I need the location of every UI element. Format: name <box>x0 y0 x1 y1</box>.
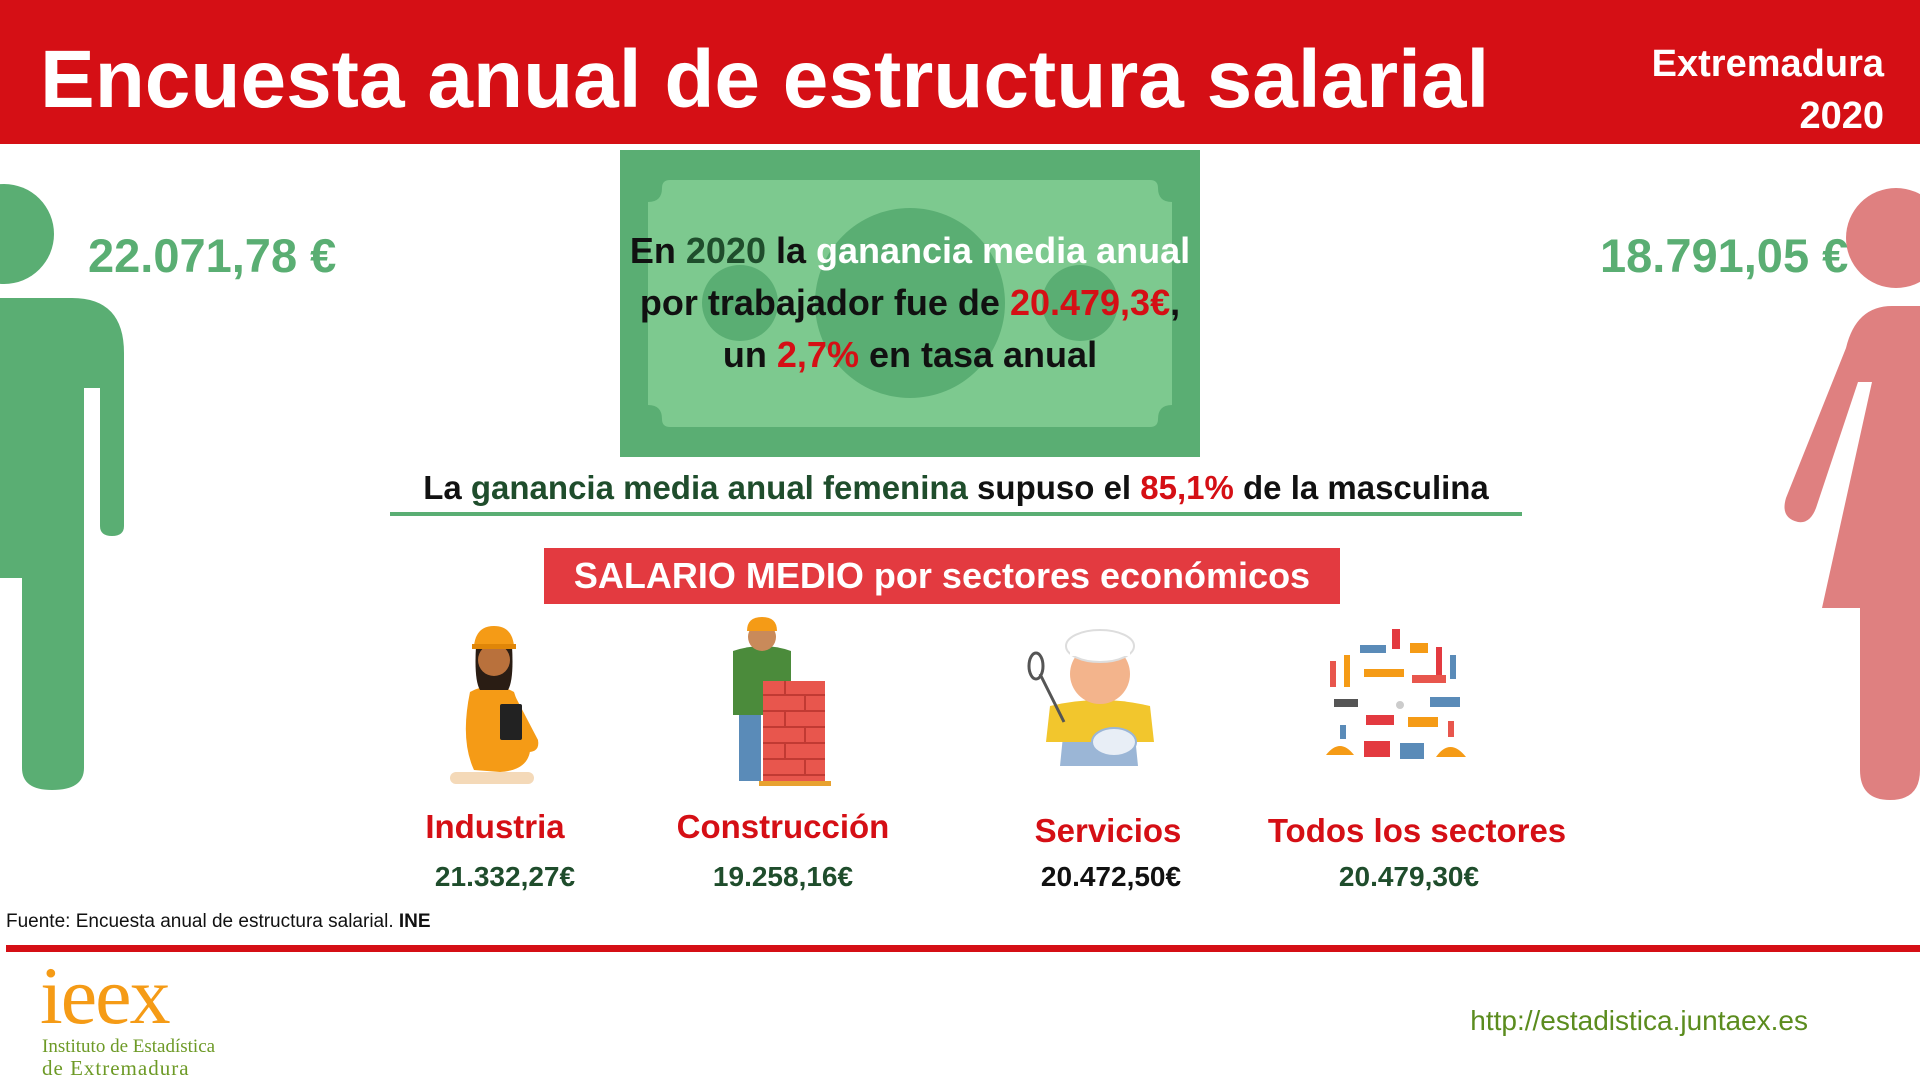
engineer-woman-icon <box>450 626 539 784</box>
chef-icon <box>1027 629 1154 766</box>
website-link[interactable]: http://estadistica.juntaex.es <box>1470 1005 1808 1036</box>
sector-name-servicios: Servicios <box>1034 812 1182 849</box>
logo-subtitle-2: de Extremadura <box>42 1056 190 1080</box>
bricklayer-icon <box>733 617 831 786</box>
sector-title: SALARIO MEDIO por sectores económicos <box>573 555 1311 596</box>
banknote-line-3: un 2,7% en tasa anual <box>620 329 1200 381</box>
source-org: INE <box>398 911 431 932</box>
banknote-line-1: En 2020 la ganancia media anual <box>620 225 1200 277</box>
footer-divider <box>6 945 1920 952</box>
female-amount: 18.791,05 € <box>1600 229 1849 282</box>
text-fragment: por trabajador fue de <box>639 282 1010 323</box>
page-title: Encuesta anual de estructura salarial <box>40 34 1490 125</box>
sector-name-industria: Industria <box>425 808 565 845</box>
source-note: Fuente: Encuesta anual de estructura sal… <box>6 911 431 933</box>
man-icon <box>0 184 124 790</box>
header-bar <box>0 0 1920 144</box>
year-highlight: 2020 <box>685 230 766 271</box>
sector-value-todos: 20.479,30€ <box>1338 861 1480 892</box>
region-name: Extremadura <box>1651 43 1884 85</box>
woman-icon <box>1784 188 1920 800</box>
tools-icon <box>1326 629 1466 759</box>
text-fragment: La <box>423 469 471 506</box>
female-ratio-text: La ganancia media anual femenina supuso … <box>390 462 1522 514</box>
annual-rate-value: 2,7% <box>776 334 859 375</box>
banknote-icon <box>620 150 1200 457</box>
sector-name-todos: Todos los sectores <box>1267 812 1567 849</box>
region-label: Extremadura 2020 <box>1652 38 1884 142</box>
text-fragment: en tasa anual <box>858 334 1098 375</box>
sector-value-servicios: 20.472,50€ <box>1040 861 1182 892</box>
ganancia-highlight: ganancia media anual <box>816 230 1191 271</box>
sector-name-construccion: Construcción <box>676 808 890 845</box>
logo-subtitle-1: Instituto de Estadística <box>42 1036 216 1057</box>
sector-value-industria: 21.332,27€ <box>434 861 576 892</box>
region-year: 2020 <box>1799 95 1884 137</box>
ratio-value: 85,1% <box>1140 469 1234 506</box>
text-fragment: la <box>765 230 816 271</box>
average-salary-value: 20.479,3€ <box>1009 282 1171 323</box>
banknote-text: En 2020 la ganancia media anual por trab… <box>620 225 1200 381</box>
text-fragment: , <box>1170 282 1181 323</box>
male-amount: 22.071,78 € <box>88 229 337 282</box>
text-fragment: de la masculina <box>1233 469 1489 506</box>
source-text: Fuente: Encuesta anual de estructura sal… <box>6 911 399 932</box>
sector-value-construccion: 19.258,16€ <box>712 861 854 892</box>
ieex-logo: ieex <box>40 950 171 1041</box>
divider <box>390 512 1522 516</box>
banknote-line-2: por trabajador fue de 20.479,3€, <box>620 277 1200 329</box>
ganancia-femenina-highlight: ganancia media anual femenina <box>470 469 968 506</box>
sector-title-box <box>544 548 1340 604</box>
text-fragment: En <box>629 230 686 271</box>
text-fragment: supuso el <box>967 469 1141 506</box>
text-fragment: un <box>722 334 777 375</box>
